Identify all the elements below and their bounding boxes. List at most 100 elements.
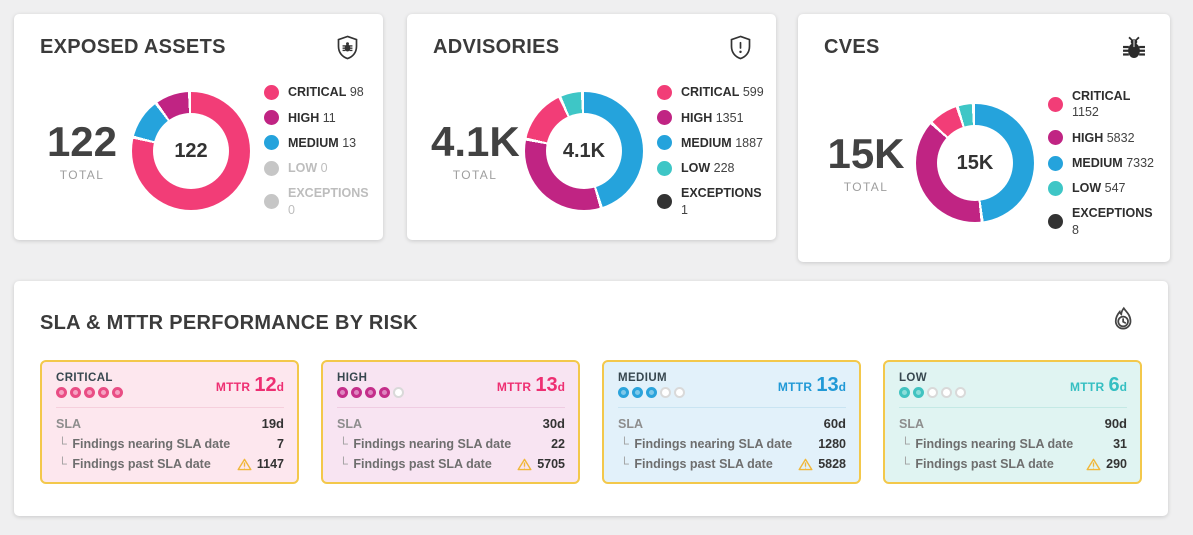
risk-label: LOW (899, 372, 928, 384)
legend-item-exceptions: EXCEPTIONS 1 (657, 185, 764, 218)
exposed-assets-card[interactable]: EXPOSED ASSETS 122 TOTAL 122 (14, 14, 383, 240)
severity-dot-filled (70, 387, 81, 398)
findings-past-label: └ Findings past SLA date (339, 457, 492, 471)
legend-item-critical: CRITICAL 599 (657, 84, 764, 100)
tree-branch-glyph: └ (901, 457, 910, 471)
critical-dot (264, 84, 279, 100)
severity-dot-filled (618, 387, 629, 398)
severity-dot-empty (674, 387, 685, 398)
severity-dot-filled (913, 387, 924, 398)
legend-item-low: LOW 0 (264, 160, 371, 176)
findings-past-label: └ Findings past SLA date (620, 457, 773, 471)
low-dot (264, 160, 279, 176)
legend-item-critical: CRITICAL 1152 (1048, 88, 1158, 121)
bug-icon (1120, 34, 1148, 67)
tree-branch-glyph: └ (620, 437, 629, 451)
high-dot (264, 110, 279, 126)
warning-icon (798, 458, 813, 471)
high-dot (657, 110, 672, 126)
flame-clock-icon (1108, 305, 1138, 340)
severity-dot-filled (98, 387, 109, 398)
severity-dot-filled (646, 387, 657, 398)
total-label: TOTAL (452, 168, 498, 183)
severity-dot-empty (927, 387, 938, 398)
severity-dot-filled (84, 387, 95, 398)
cves-card[interactable]: CVES 15K TOTAL 15K CRITICAL 115 (798, 14, 1170, 262)
sla-label: SLA (56, 417, 81, 431)
severity-dot-filled (56, 387, 67, 398)
sla-value: 30d (542, 416, 565, 431)
exposed-assets-title: EXPOSED ASSETS (40, 36, 226, 58)
sla-value: 60d (823, 416, 846, 431)
total-block: 4.1K TOTAL (431, 119, 520, 183)
tree-branch-glyph: └ (58, 457, 67, 471)
findings-past-value: 5705 (517, 454, 565, 474)
legend-item-medium: MEDIUM 1887 (657, 135, 764, 151)
findings-past-value: 1147 (237, 454, 284, 474)
findings-nearing-value: 7 (277, 437, 284, 451)
advisories-title: ADVISORIES (433, 36, 560, 58)
medium-dot (1048, 155, 1063, 171)
medium-dot (657, 135, 672, 151)
risk-card-high[interactable]: HIGH MTTR 13d SLA 30d └ Findings nearing … (321, 360, 580, 484)
exceptions-dot (1048, 214, 1063, 230)
warning-icon (517, 458, 532, 471)
risk-card-low[interactable]: LOW MTTR 6d SLA 90d └ Findings nearing SL… (883, 360, 1142, 484)
legend: CRITICAL 1152 HIGH 5832 MEDIUM 7332 LOW … (1048, 88, 1158, 238)
severity-dot-filled (351, 387, 362, 398)
high-dot (1048, 130, 1063, 146)
sla-value: 90d (1104, 416, 1127, 431)
legend-item-high: HIGH 5832 (1048, 130, 1158, 146)
total-value: 122 (46, 117, 118, 165)
findings-nearing-value: 31 (1113, 437, 1127, 451)
risk-grid: CRITICAL MTTR 12d SLA 19d └ Findings near… (40, 360, 1142, 484)
severity-dots (56, 387, 123, 398)
legend-item-medium: MEDIUM 13 (264, 135, 371, 151)
sla-label: SLA (618, 417, 643, 431)
risk-label: MEDIUM (618, 372, 668, 384)
severity-dot-empty (941, 387, 952, 398)
critical-dot (657, 84, 672, 100)
divider (56, 407, 284, 408)
exposed-assets-donut: 122 (132, 92, 250, 210)
donut-center-value: 122 (174, 139, 208, 162)
findings-nearing-label: └ Findings nearing SLA date (58, 437, 231, 451)
total-label: TOTAL (59, 168, 105, 183)
total-block: 122 TOTAL (38, 117, 126, 183)
legend-item-low: LOW 547 (1048, 180, 1158, 196)
sla-label: SLA (899, 417, 924, 431)
sla-mttr-card[interactable]: SLA & MTTR PERFORMANCE BY RISK CRITICAL … (14, 281, 1168, 516)
legend-item-exceptions: EXCEPTIONS 0 (264, 185, 371, 218)
donut-center-value: 15K (956, 151, 994, 174)
advisories-card[interactable]: ADVISORIES 4.1K TOTAL 4.1K CRITICAL 599 (407, 14, 776, 240)
risk-label: CRITICAL (56, 372, 113, 384)
mttr-value: MTTR 13d (496, 373, 565, 396)
sla-label: SLA (337, 417, 362, 431)
severity-dot-empty (660, 387, 671, 398)
donut-center-value: 4.1K (562, 139, 606, 162)
tree-branch-glyph: └ (620, 457, 629, 471)
findings-nearing-value: 1280 (818, 437, 846, 451)
legend: CRITICAL 599 HIGH 1351 MEDIUM 1887 LOW 2… (657, 84, 764, 218)
low-dot (657, 160, 672, 176)
risk-card-critical[interactable]: CRITICAL MTTR 12d SLA 19d └ Findings near… (40, 360, 299, 484)
tree-branch-glyph: └ (901, 437, 910, 451)
findings-nearing-label: └ Findings nearing SLA date (901, 437, 1074, 451)
legend: CRITICAL 98 HIGH 11 MEDIUM 13 LOW 0 EXCE… (264, 84, 371, 218)
shield-bug-icon (334, 34, 361, 66)
severity-dot-empty (393, 387, 404, 398)
risk-card-medium[interactable]: MEDIUM MTTR 13d SLA 60d └ Findings nearin… (602, 360, 861, 484)
tree-branch-glyph: └ (339, 457, 348, 471)
cves-title: CVES (824, 36, 880, 58)
warning-icon (1086, 458, 1101, 471)
findings-nearing-value: 22 (551, 437, 565, 451)
legend-item-high: HIGH 1351 (657, 110, 764, 126)
severity-dot-empty (955, 387, 966, 398)
severity-dot-filled (899, 387, 910, 398)
total-value: 15K (827, 129, 905, 177)
severity-dot-filled (379, 387, 390, 398)
sla-mttr-title: SLA & MTTR PERFORMANCE BY RISK (40, 312, 418, 334)
critical-dot (1048, 96, 1063, 112)
severity-dots (618, 387, 685, 398)
findings-past-value: 290 (1086, 454, 1127, 474)
